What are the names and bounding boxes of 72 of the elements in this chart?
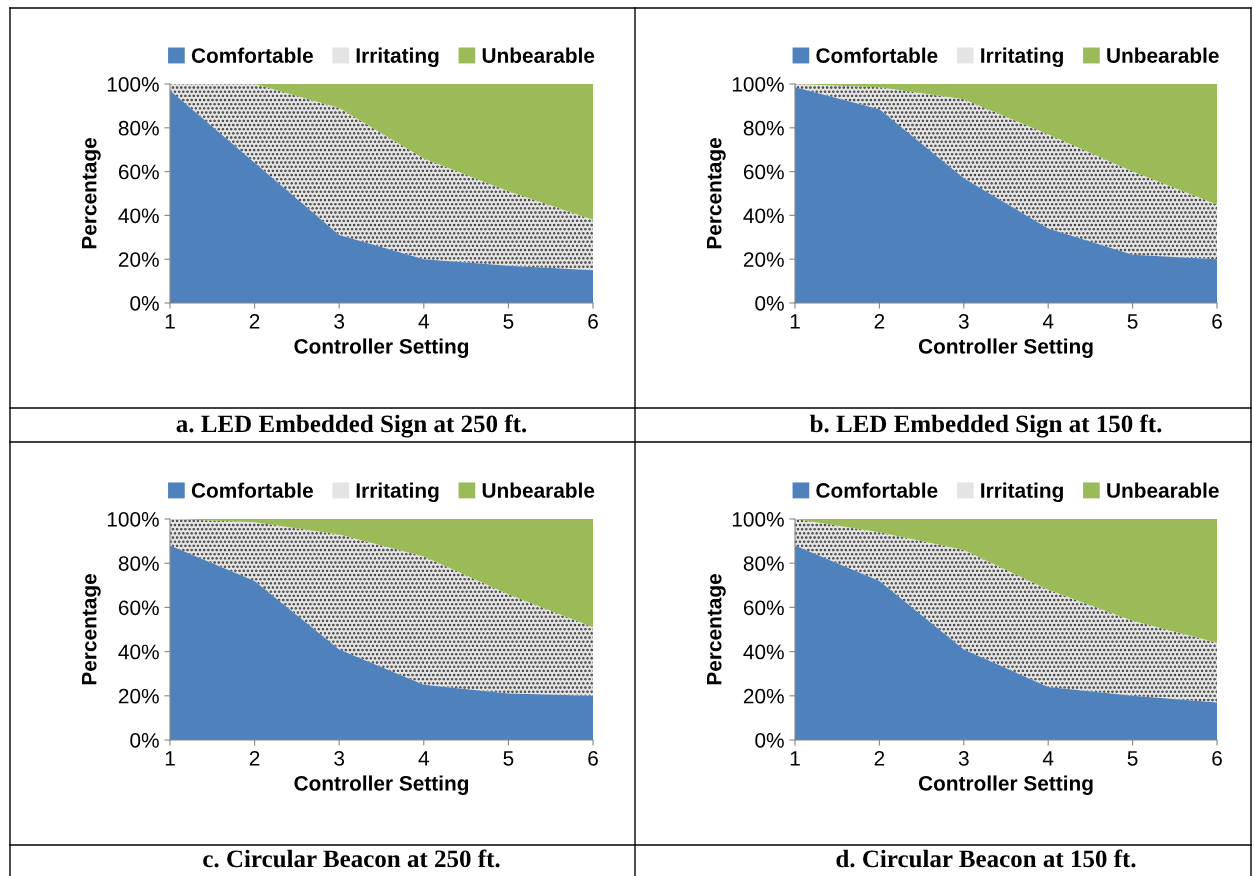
x-tick-label: 5 — [503, 314, 514, 329]
x-tick-label: 2 — [874, 313, 885, 329]
y-tick-label: 20% — [743, 252, 784, 267]
y-tick-label: 40% — [118, 208, 159, 224]
legend-label: Irritating — [981, 47, 1063, 68]
y-tick-label: 20% — [118, 688, 159, 704]
y-tick-label: 100% — [732, 77, 784, 92]
x-tick-label: 4 — [418, 314, 429, 329]
text: a. LED Embedded Sign at 250 ft. — [176, 414, 527, 438]
y-tick-label: 20% — [118, 252, 159, 267]
y-tick-label: 80% — [118, 556, 159, 571]
y-tick-label: 40% — [743, 644, 784, 660]
legend-label: Comfortable — [191, 47, 313, 63]
x-tick-label: 5 — [1127, 314, 1138, 329]
y-tick-label: 0% — [755, 296, 784, 311]
y-tick-label: 100% — [107, 77, 159, 92]
legend-label: Irritating — [356, 482, 439, 503]
x-axis-title: Controller Setting — [918, 775, 1093, 795]
x-tick-label: 4 — [418, 751, 429, 766]
legend-label: Comfortable — [816, 482, 938, 498]
x-axis-title: Controller Setting — [294, 338, 469, 358]
text: d. Circular Beacon at 150 ft. — [836, 849, 1136, 868]
x-tick-label: 1 — [165, 751, 175, 766]
x-tick-label: 3 — [958, 750, 969, 766]
legend-label: Irritating — [356, 47, 439, 68]
x-tick-label: 2 — [249, 750, 260, 766]
legend-label: Unbearable — [482, 482, 595, 498]
x-tick-label: 5 — [503, 751, 514, 766]
y-tick-label: 0% — [755, 733, 784, 748]
x-tick-label: 1 — [165, 314, 175, 329]
x-axis-title: Controller Setting — [918, 338, 1093, 358]
y-axis-title: Percentage — [82, 138, 101, 249]
legend-label: Unbearable — [1107, 482, 1219, 498]
x-tick-label: 6 — [1212, 750, 1222, 766]
x-tick-label: 4 — [1042, 751, 1054, 766]
y-tick-label: 100% — [732, 512, 784, 527]
legend-label: Comfortable — [816, 47, 938, 63]
y-tick-label: 60% — [118, 600, 159, 616]
y-tick-label: 60% — [118, 164, 159, 180]
y-tick-label: 80% — [118, 120, 159, 136]
x-tick-label: 4 — [1042, 314, 1054, 329]
legend-label: Unbearable — [1107, 47, 1219, 63]
x-tick-label: 1 — [790, 314, 800, 329]
y-tick-label: 0% — [130, 296, 159, 311]
legend-label: Comfortable — [191, 482, 313, 498]
y-tick-label: 40% — [118, 644, 159, 660]
x-tick-label: 3 — [958, 313, 969, 329]
x-tick-label: 3 — [334, 313, 345, 329]
legend-label: Irritating — [981, 482, 1063, 503]
x-tick-label: 2 — [874, 750, 885, 766]
y-axis-title: Percentage — [707, 574, 726, 685]
x-tick-label: 6 — [1212, 313, 1222, 329]
legend-label: Unbearable — [482, 47, 595, 63]
x-axis-title: Controller Setting — [294, 775, 469, 795]
y-axis-title: Percentage — [82, 574, 101, 685]
x-tick-label: 5 — [1127, 751, 1138, 766]
y-tick-label: 20% — [743, 688, 784, 704]
y-tick-label: 40% — [743, 208, 784, 224]
x-tick-label: 6 — [588, 313, 598, 329]
y-tick-label: 0% — [130, 733, 159, 748]
x-tick-label: 3 — [334, 750, 345, 766]
x-tick-label: 2 — [249, 313, 260, 329]
y-tick-label: 100% — [107, 512, 159, 527]
y-axis-title: Percentage — [707, 138, 726, 249]
text: c. Circular Beacon at 250 ft. — [203, 849, 500, 868]
y-tick-label: 80% — [743, 120, 784, 136]
text: b. LED Embedded Sign at 150 ft. — [809, 414, 1162, 438]
x-tick-label: 6 — [588, 750, 598, 766]
x-tick-label: 1 — [790, 751, 800, 766]
y-tick-label: 60% — [743, 600, 784, 616]
y-tick-label: 60% — [743, 164, 784, 180]
y-tick-label: 80% — [743, 556, 784, 571]
